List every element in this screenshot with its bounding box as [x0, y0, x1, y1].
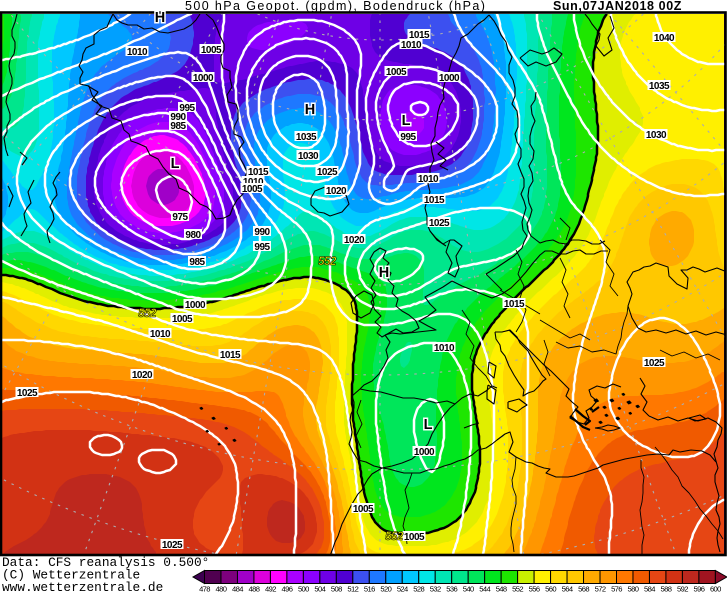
svg-text:552: 552 — [138, 308, 157, 320]
svg-text:478: 478 — [199, 585, 210, 593]
svg-text:1015: 1015 — [409, 30, 430, 41]
svg-text:1000: 1000 — [193, 73, 214, 84]
svg-text:1005: 1005 — [201, 45, 222, 56]
svg-text:1010: 1010 — [127, 47, 148, 58]
svg-text:580: 580 — [628, 585, 639, 593]
svg-text:584: 584 — [644, 585, 655, 593]
svg-text:985: 985 — [189, 257, 205, 268]
svg-text:985: 985 — [170, 121, 186, 132]
svg-text:1010: 1010 — [418, 174, 439, 185]
svg-text:600: 600 — [710, 585, 721, 593]
svg-text:995: 995 — [400, 132, 416, 143]
svg-text:1005: 1005 — [386, 67, 407, 78]
svg-text:484: 484 — [232, 585, 243, 593]
svg-text:480: 480 — [216, 585, 227, 593]
svg-text:1010: 1010 — [150, 329, 171, 340]
svg-text:L: L — [171, 156, 180, 172]
svg-text:492: 492 — [265, 585, 276, 593]
svg-text:1025: 1025 — [17, 388, 38, 399]
svg-text:1030: 1030 — [646, 130, 667, 141]
svg-text:1025: 1025 — [429, 218, 450, 229]
svg-text:1015: 1015 — [504, 299, 525, 310]
svg-text:1015: 1015 — [248, 167, 269, 178]
svg-text:(C) Wetterzentrale: (C) Wetterzentrale — [2, 568, 140, 583]
svg-text:1005: 1005 — [172, 314, 193, 325]
svg-text:1005: 1005 — [242, 184, 263, 195]
svg-text:520: 520 — [380, 585, 391, 593]
svg-text:1040: 1040 — [654, 33, 675, 44]
svg-text:572: 572 — [595, 585, 606, 593]
svg-text:524: 524 — [397, 585, 408, 593]
svg-text:L: L — [402, 113, 411, 129]
svg-text:496: 496 — [281, 585, 292, 593]
svg-text:1010: 1010 — [243, 177, 264, 188]
svg-text:1005: 1005 — [353, 504, 374, 515]
svg-text:H: H — [305, 102, 315, 118]
svg-text:H: H — [379, 265, 389, 281]
svg-text:540: 540 — [463, 585, 474, 593]
svg-text:592: 592 — [677, 585, 688, 593]
svg-text:488: 488 — [249, 585, 260, 593]
svg-text:1010: 1010 — [401, 40, 422, 51]
svg-text:552: 552 — [318, 256, 337, 268]
svg-text:548: 548 — [496, 585, 507, 593]
svg-text:516: 516 — [364, 585, 375, 593]
svg-text:568: 568 — [578, 585, 589, 593]
svg-text:500: 500 — [298, 585, 309, 593]
svg-text:556: 556 — [529, 585, 540, 593]
svg-text:1020: 1020 — [132, 370, 153, 381]
svg-text:995: 995 — [179, 103, 195, 114]
svg-text:H: H — [155, 10, 165, 26]
svg-text:www.wetterzentrale.de: www.wetterzentrale.de — [2, 580, 163, 593]
svg-text:995: 995 — [254, 242, 270, 253]
svg-text:980: 980 — [185, 230, 201, 241]
svg-text:1025: 1025 — [644, 358, 665, 369]
svg-text:1015: 1015 — [220, 350, 241, 361]
svg-text:1035: 1035 — [296, 132, 317, 143]
svg-text:975: 975 — [172, 212, 188, 223]
svg-text:1030: 1030 — [298, 151, 319, 162]
svg-text:560: 560 — [545, 585, 556, 593]
svg-text:1015: 1015 — [424, 195, 445, 206]
svg-text:564: 564 — [562, 585, 573, 593]
svg-text:Data: CFS reanalysis 0.500°: Data: CFS reanalysis 0.500° — [2, 555, 209, 570]
svg-text:1010: 1010 — [434, 343, 455, 354]
svg-text:1000: 1000 — [414, 447, 435, 458]
svg-text:588: 588 — [661, 585, 672, 593]
svg-text:552: 552 — [512, 585, 523, 593]
svg-text:552: 552 — [385, 531, 404, 543]
svg-text:576: 576 — [611, 585, 622, 593]
svg-text:1025: 1025 — [162, 540, 183, 551]
svg-text:500 hPa Geopot. (gpdm), Bodend: 500 hPa Geopot. (gpdm), Bodendruck (hPa) — [185, 0, 486, 13]
svg-text:1005: 1005 — [404, 532, 425, 543]
svg-text:1025: 1025 — [317, 167, 338, 178]
svg-text:1000: 1000 — [185, 300, 206, 311]
svg-text:536: 536 — [446, 585, 457, 593]
svg-text:532: 532 — [430, 585, 441, 593]
svg-text:1020: 1020 — [326, 186, 347, 197]
svg-text:990: 990 — [254, 227, 270, 238]
svg-text:544: 544 — [479, 585, 490, 593]
svg-text:Sun,07JAN2018 00Z: Sun,07JAN2018 00Z — [553, 0, 682, 13]
svg-text:528: 528 — [413, 585, 424, 593]
svg-text:508: 508 — [331, 585, 342, 593]
svg-text:504: 504 — [314, 585, 325, 593]
svg-text:L: L — [424, 417, 433, 433]
svg-text:512: 512 — [347, 585, 358, 593]
svg-text:990: 990 — [170, 112, 186, 123]
svg-text:1035: 1035 — [649, 81, 670, 92]
svg-text:1000: 1000 — [439, 73, 460, 84]
svg-text:596: 596 — [693, 585, 704, 593]
svg-text:1020: 1020 — [344, 235, 365, 246]
